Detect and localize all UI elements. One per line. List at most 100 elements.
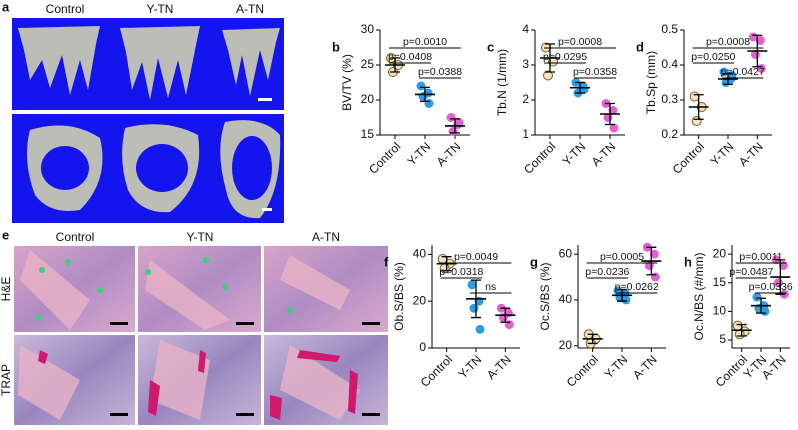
panel-label: g <box>530 254 538 269</box>
x-tick-label: Control <box>418 352 455 389</box>
data-point <box>621 295 631 305</box>
x-tick-label: A-TN <box>484 352 514 382</box>
scale-bars <box>110 322 380 416</box>
y-axis-label: Ob.S/BS (%) <box>392 262 406 331</box>
data-point <box>475 324 485 334</box>
data-point <box>448 127 458 136</box>
data-point <box>469 303 479 313</box>
osteoblast-marks <box>35 257 293 321</box>
y-tick-label: 0 <box>419 340 426 354</box>
x-tick-label: Y-TN <box>707 139 736 168</box>
comparison-label: ns <box>485 281 496 293</box>
y-tick-label: 0.4 <box>661 57 678 71</box>
data-point <box>649 249 659 259</box>
comparison-label: p=0.0318 <box>439 266 483 278</box>
data-point <box>504 320 514 330</box>
error-bar <box>545 43 555 73</box>
y-tick-label: 5 <box>719 332 726 346</box>
x-tick-label: Control <box>366 139 403 176</box>
panel-label: h <box>684 254 692 269</box>
data-point <box>691 116 702 126</box>
x-tick-label: Control <box>564 352 601 389</box>
y-tick-label: 20 <box>559 338 573 352</box>
error-bar <box>587 333 598 345</box>
data-point <box>548 56 558 67</box>
y-tick-label: 20 <box>413 293 427 307</box>
error-bar <box>441 256 452 272</box>
panel-label: d <box>636 39 644 54</box>
scale-bar <box>258 98 272 101</box>
x-tick-label: A-TN <box>589 139 619 169</box>
bone-holes <box>41 136 272 200</box>
data-point <box>644 261 654 271</box>
tissue <box>18 250 360 420</box>
y-tick-label: 25 <box>361 57 375 71</box>
trap-stain <box>38 350 358 420</box>
column-label: Control <box>46 2 85 16</box>
panel-label: c <box>487 39 494 54</box>
data-point <box>752 292 762 302</box>
y-axis-label: Oc.S/BS (%) <box>538 262 552 330</box>
data-point <box>608 106 618 115</box>
error-bar <box>723 73 733 85</box>
y-tick-label: 0.5 <box>661 22 678 36</box>
column-label: Y-TN <box>147 2 174 16</box>
column-label: A-TN <box>236 2 264 16</box>
y-tick-label: 15 <box>361 127 375 141</box>
comparison-label: p=0.0487 <box>729 266 773 278</box>
data-point <box>609 123 619 133</box>
error-bar <box>617 288 627 302</box>
scale-bar <box>262 208 272 211</box>
data-point <box>498 313 508 323</box>
comparison-label: p=0.0427 <box>721 66 765 78</box>
y-axis-label: Tb.N (1/mm) <box>495 49 509 116</box>
data-point <box>543 70 553 81</box>
error-bar <box>693 94 704 120</box>
y-tick-label: 10 <box>713 304 727 318</box>
comparison-label: p=0.0358 <box>573 66 617 78</box>
y-tick-label: 40 <box>559 292 573 306</box>
comparison-label: p=0.0008 <box>706 36 750 48</box>
comparison-label: p=0.0008 <box>558 36 602 48</box>
histology-panel <box>14 246 388 425</box>
data-point <box>424 99 434 108</box>
data-point <box>446 113 456 122</box>
y-tick-label: 2 <box>522 92 529 106</box>
error-bar <box>471 279 481 319</box>
x-tick-label: Y-TN <box>404 139 433 168</box>
x-tick-label: A-TN <box>736 139 766 169</box>
panel-label: f <box>384 254 389 269</box>
y-tick-label: 20 <box>361 92 375 106</box>
y-tick-label: 1 <box>522 127 529 141</box>
data-point <box>418 92 428 101</box>
x-tick-label: Y-TN <box>455 352 484 381</box>
x-tick-label: Control <box>521 139 558 176</box>
error-bar <box>450 118 460 134</box>
y-tick-label: 4 <box>522 22 529 36</box>
x-tick-label: Y-TN <box>559 139 588 168</box>
data-point <box>454 117 464 127</box>
error-bar <box>756 297 766 314</box>
comparison-label: p=0.0010 <box>403 36 447 48</box>
error-bar <box>605 102 615 126</box>
comparison-label: p=0.0408 <box>388 51 432 63</box>
data-point <box>467 280 477 290</box>
column-label: A-TN <box>312 230 340 244</box>
y-axis-label: BV/TV (%) <box>340 54 354 111</box>
error-bar <box>752 34 763 68</box>
y-tick-label: 30 <box>361 22 375 36</box>
data-point <box>755 36 765 45</box>
comparison-label: p=0.0262 <box>615 281 659 293</box>
comparison-label: p=0.0005 <box>600 251 644 263</box>
x-tick-label: A-TN <box>630 352 660 382</box>
panel-label: e <box>2 227 9 242</box>
column-label: Control <box>56 230 95 244</box>
comparison-label: p=0.0388 <box>418 66 462 78</box>
row-label: H&E <box>0 277 13 302</box>
y-axis-label: Tb.Sp (mm) <box>644 51 658 114</box>
comparison-label: p=0.0250 <box>691 51 735 63</box>
y-tick-label: 15 <box>713 275 727 289</box>
error-bar <box>775 259 786 295</box>
panel-label: b <box>332 39 340 54</box>
